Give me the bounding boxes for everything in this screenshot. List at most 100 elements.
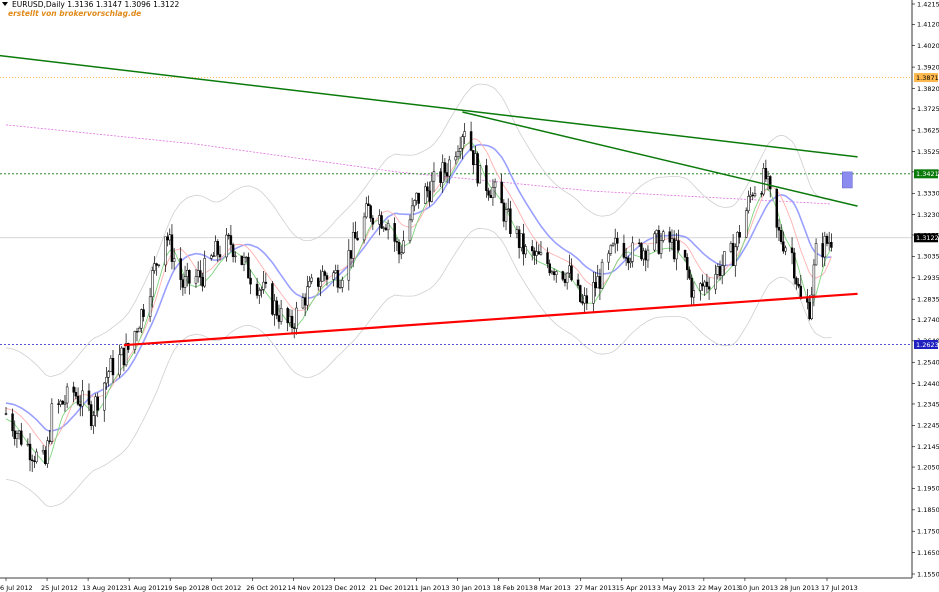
- candle: [107, 370, 110, 387]
- y-tick-label: 1.3230: [917, 211, 939, 219]
- menu-triangle-icon[interactable]: [2, 2, 8, 6]
- moving-average-layer: [5, 138, 832, 465]
- candle-body: [489, 194, 492, 198]
- target-box-layer: [841, 171, 853, 189]
- candle-body: [13, 430, 16, 439]
- candle-body: [295, 307, 298, 329]
- candle-body: [825, 236, 829, 244]
- y-tick-label: 1.2935: [917, 274, 939, 282]
- candle: [476, 151, 479, 187]
- candle: [668, 226, 672, 252]
- candle-body: [592, 282, 595, 304]
- ma-pink: [5, 138, 832, 448]
- level-lines-layer: [0, 77, 912, 345]
- candle: [105, 367, 108, 390]
- candle-body: [354, 231, 357, 239]
- candle-body: [188, 270, 191, 284]
- candle-body: [662, 231, 665, 241]
- candle: [386, 219, 390, 240]
- candle-body: [509, 208, 512, 234]
- candle-body: [458, 148, 462, 152]
- candle-body: [716, 266, 720, 275]
- candle-body: [823, 236, 827, 258]
- candle-body: [96, 396, 99, 411]
- trendline-resistance-long: [0, 54, 858, 158]
- candle-body: [17, 430, 21, 434]
- candle: [325, 272, 329, 286]
- candle: [432, 162, 436, 193]
- candle: [417, 192, 420, 209]
- ma200-line: [5, 124, 832, 205]
- candle-body: [63, 402, 67, 405]
- candle: [216, 239, 220, 263]
- candle: [242, 252, 246, 272]
- candle: [430, 172, 434, 203]
- candle-body: [258, 289, 261, 296]
- candle: [229, 225, 233, 252]
- price-tags-layer: 1.3871 1.3421 1.3122 1.2623: [914, 73, 939, 350]
- y-tick-label: 1.2345: [917, 400, 939, 408]
- candle-body: [351, 231, 355, 259]
- candle-body: [718, 266, 722, 276]
- y-tick-label: 1.3525: [917, 148, 939, 156]
- x-tick-label: 3 Dec 2012: [328, 584, 365, 592]
- candle-body: [231, 244, 235, 257]
- candle-body: [690, 277, 693, 298]
- candle: [148, 287, 152, 322]
- candle: [714, 264, 717, 295]
- candle-body: [292, 327, 296, 329]
- candle: [753, 186, 757, 198]
- candle: [111, 349, 115, 384]
- candle-body: [365, 203, 368, 218]
- candle: [157, 264, 161, 268]
- price-tag-label: 1.2623: [916, 341, 939, 349]
- x-tick-label: 31 Aug 2012: [123, 584, 165, 592]
- candle-body: [474, 153, 477, 166]
- candle: [530, 239, 534, 261]
- candle: [611, 242, 615, 247]
- candle-body: [830, 242, 833, 248]
- candle-body: [585, 295, 589, 304]
- candle-body: [4, 413, 8, 415]
- candle-body: [349, 250, 353, 259]
- candle: [736, 231, 739, 251]
- candle-body: [168, 234, 171, 241]
- candle-body: [74, 392, 78, 397]
- candle-body: [72, 386, 75, 393]
- candle: [172, 247, 176, 270]
- candle-body: [20, 430, 23, 445]
- candle-body: [500, 181, 503, 204]
- candle-body: [408, 219, 412, 242]
- candle-body: [607, 253, 610, 263]
- candle-body: [627, 257, 630, 264]
- candle: [493, 178, 497, 198]
- candle-body: [386, 223, 390, 231]
- candle-body: [677, 240, 680, 251]
- bollinger-layer: [5, 83, 832, 507]
- x-tick-label: 25 Jul 2012: [41, 584, 78, 592]
- candle-body: [640, 243, 643, 260]
- ma-green: [5, 141, 832, 465]
- candle: [631, 236, 634, 268]
- candle: [264, 272, 268, 289]
- candle: [622, 234, 626, 260]
- candle: [183, 265, 187, 294]
- candle-body: [810, 294, 813, 320]
- x-tick-label: 28 Jun 2013: [780, 584, 819, 592]
- candle-body: [214, 241, 217, 257]
- candle-body: [308, 281, 311, 288]
- candle-body: [317, 277, 320, 287]
- y-tick-label: 1.3920: [917, 63, 939, 71]
- candle-body: [336, 270, 340, 288]
- candle: [795, 276, 798, 290]
- candle: [15, 430, 19, 448]
- candle-body: [362, 216, 366, 241]
- y-tick-label: 1.3035: [917, 253, 939, 261]
- candle-body: [530, 246, 534, 252]
- candle: [399, 245, 403, 260]
- y-tick-label: 1.2245: [917, 422, 939, 430]
- candle-body: [203, 258, 206, 287]
